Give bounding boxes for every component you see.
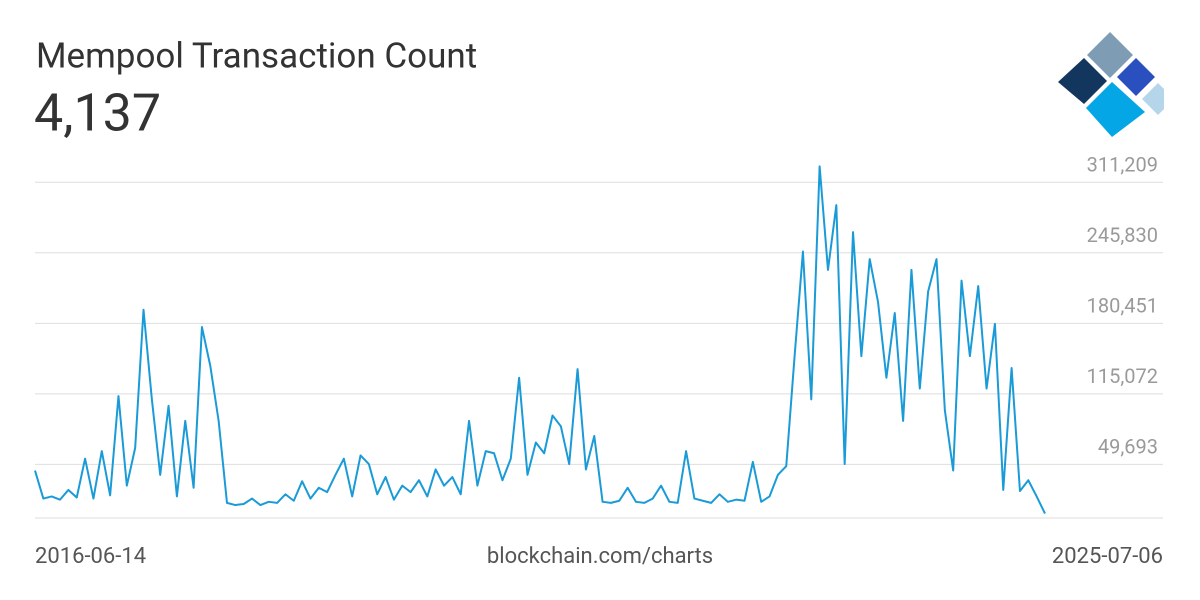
x-end-label: 2025-07-06 (1052, 544, 1163, 569)
source: blockchain.com/charts (487, 544, 713, 569)
chart-title: Mempool Transaction Count (36, 35, 477, 76)
y-tick-label: 49,693 (1098, 435, 1158, 459)
y-tick-label: 180,451 (1087, 294, 1158, 318)
current-value: 4,137 (34, 83, 161, 144)
x-start-label: 2016-06-14 (35, 544, 146, 569)
logo (1058, 32, 1164, 137)
y-tick-label: 115,072 (1087, 364, 1158, 388)
y-tick-label: 245,830 (1087, 223, 1158, 247)
y-tick-label: 311,209 (1087, 153, 1158, 177)
data-line (34, 165, 1046, 514)
